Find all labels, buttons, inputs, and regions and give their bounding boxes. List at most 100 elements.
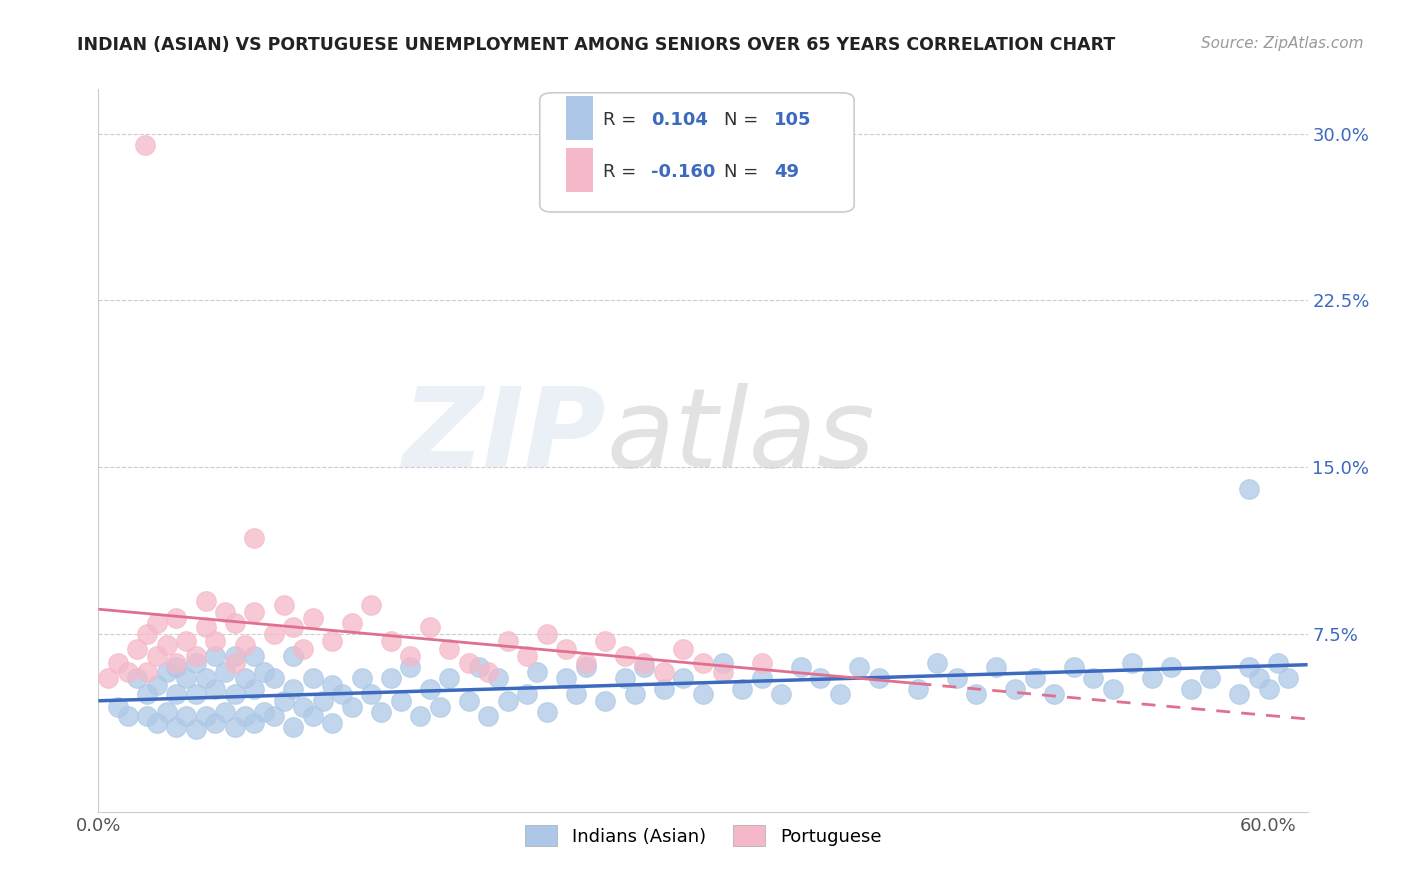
Point [848,660,870,674]
Point [263,709,285,723]
Point [1180,682,1202,697]
Point [1160,660,1182,674]
Point [380,671,402,685]
Point [1237,483,1260,497]
Point [253,705,276,719]
Point [1081,671,1104,685]
Point [243,605,266,619]
Point [214,605,236,619]
Text: atlas: atlas [606,383,875,490]
Point [224,615,246,630]
Point [283,720,305,734]
Point [672,642,695,657]
Point [117,665,139,679]
Point [117,709,139,723]
Point [233,671,256,685]
Text: INDIAN (ASIAN) VS PORTUGUESE UNEMPLOYMENT AMONG SENIORS OVER 65 YEARS CORRELATIO: INDIAN (ASIAN) VS PORTUGUESE UNEMPLOYMEN… [77,36,1115,54]
Point [243,649,266,664]
Text: N =: N = [724,163,763,181]
Point [194,620,217,634]
Point [107,656,129,670]
Point [633,656,655,670]
Point [165,660,187,674]
Text: 49: 49 [775,163,800,181]
Point [165,687,187,701]
Point [486,671,509,685]
Point [127,671,149,685]
Point [808,671,831,685]
Point [595,693,617,707]
Text: R =: R = [603,112,641,129]
Point [399,660,422,674]
Point [1257,682,1279,697]
Point [146,715,169,730]
Point [243,682,266,697]
Point [907,682,929,697]
Point [136,687,159,701]
Point [184,649,207,664]
Point [692,687,714,701]
Point [292,642,315,657]
Point [273,693,295,707]
Point [1024,671,1046,685]
Point [174,671,197,685]
Point [633,660,655,674]
Point [692,656,714,670]
FancyBboxPatch shape [540,93,855,212]
Point [340,700,363,714]
Point [224,656,246,670]
Point [360,598,382,612]
Point [233,709,256,723]
Point [134,137,156,152]
Text: N =: N = [724,112,763,129]
Point [380,633,402,648]
Point [1121,656,1143,670]
Point [165,656,187,670]
Point [204,633,226,648]
Bar [567,148,593,192]
Point [1101,682,1123,697]
Point [925,656,948,670]
Point [516,649,538,664]
Point [575,660,598,674]
Point [536,627,558,641]
Text: -0.160: -0.160 [651,163,716,181]
Text: R =: R = [603,163,641,181]
Point [273,598,295,612]
Point [439,671,461,685]
Point [292,700,315,714]
Point [828,687,851,701]
Point [467,660,489,674]
Point [194,709,217,723]
Point [516,687,538,701]
Point [136,709,159,723]
Point [224,720,246,734]
Point [330,687,353,701]
Point [751,656,773,670]
Point [204,682,226,697]
Point [1247,671,1270,685]
Point [174,633,197,648]
Point [965,687,987,701]
Point [184,687,207,701]
Text: 0.104: 0.104 [651,112,707,129]
Point [360,687,382,701]
Point [789,660,811,674]
Point [156,665,179,679]
Point [184,723,207,737]
Point [321,715,343,730]
Point [652,682,675,697]
Point [477,709,499,723]
Point [321,633,343,648]
Point [399,649,422,664]
Point [945,671,967,685]
Point [263,671,285,685]
Point [526,665,548,679]
Point [127,642,149,657]
Point [711,665,734,679]
Point [243,715,266,730]
Point [184,656,207,670]
Point [419,682,441,697]
Point [302,709,325,723]
Point [711,656,734,670]
